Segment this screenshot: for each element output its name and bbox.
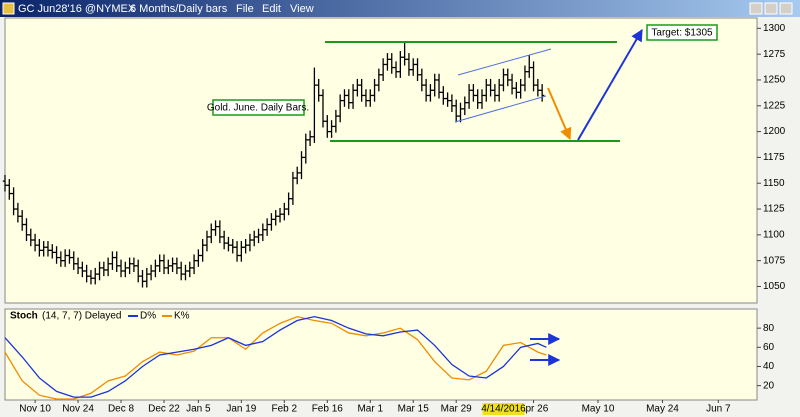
y-tick-label: 1225 [763,100,786,111]
stoch-title: Stoch [10,311,38,322]
arrow-down [547,87,572,141]
y-tick-label: 20 [763,380,775,391]
x-cursor-bg [482,403,525,415]
x-tick-label: Mar 1 [357,404,383,415]
y-tick-label: 1250 [763,75,786,86]
x-tick-label: Nov 10 [19,404,51,415]
window-title: GC Jun28'16 @NYMEX [18,3,136,15]
x-tick-label: Apr 26 [519,404,549,415]
plot-layer: 1050 1075 1100 1125 1150 1175 1200 1225 1250 1275… [2,23,786,415]
y-tick-label: 1075 [763,255,786,266]
x-tick-label: Jan 5 [186,404,211,415]
x-tick-label: Feb 2 [272,404,298,415]
annotation: Target: $1305 [651,28,713,39]
title-bar-bg [0,0,800,17]
x-tick-label: May 10 [582,404,615,415]
y-tick-label: 60 [763,342,775,353]
stoch-panel [4,308,758,401]
arrow-up [577,28,643,141]
window-subtitle: 6 Months/Daily bars [130,3,228,15]
legend-label: D% [140,311,156,322]
stoch-subtitle: (14, 7, 7) Delayed [42,311,122,322]
y-tick-label: 1175 [763,152,785,163]
channel-line [454,95,547,123]
y-tick-label: 1200 [763,126,786,137]
menu-item[interactable]: File [236,3,254,15]
x-tick-label: Dec 8 [108,404,135,415]
x-tick-label: Mar 29 [441,404,473,415]
x-tick-label: Dec 22 [148,404,180,415]
x-tick-label: Jan 19 [226,404,256,415]
minimize-button[interactable] [749,2,763,15]
y-tick-label: 1100 [763,229,785,240]
y-tick-label: 40 [763,361,775,372]
y-tick-label: 1125 [763,204,785,215]
x-tick-label: Mar 15 [398,404,430,415]
title-bar: GC Jun28'16 @NYMEX 6 Months/Daily bars F… [0,0,800,17]
x-tick-label: Nov 24 [62,404,94,415]
annotation-box [646,24,718,41]
x-cursor-label: 4/14/2016 [481,404,526,415]
y-tick-label: 1275 [763,49,786,60]
close-button[interactable] [779,2,793,15]
x-tick-label: Jun 7 [706,404,731,415]
maximize-button[interactable] [764,2,778,15]
menu-item[interactable]: View [290,3,314,15]
price-panel [4,17,758,304]
annotation-box [212,99,305,116]
y-tick-label: 1050 [763,281,786,292]
menu-item[interactable]: Edit [262,3,281,15]
stoch-line [4,315,547,400]
channel-line [457,48,552,76]
y-tick-label: 1300 [763,23,786,34]
annotation: Gold. June. Daily Bars. [207,103,309,114]
x-tick-label: May 24 [646,404,679,415]
stoch-line [4,315,547,398]
y-tick-label: 80 [763,323,775,334]
y-tick-label: 1150 [763,178,785,189]
app-icon [2,2,15,15]
legend-label: K% [174,311,190,322]
x-tick-label: Feb 16 [312,404,344,415]
